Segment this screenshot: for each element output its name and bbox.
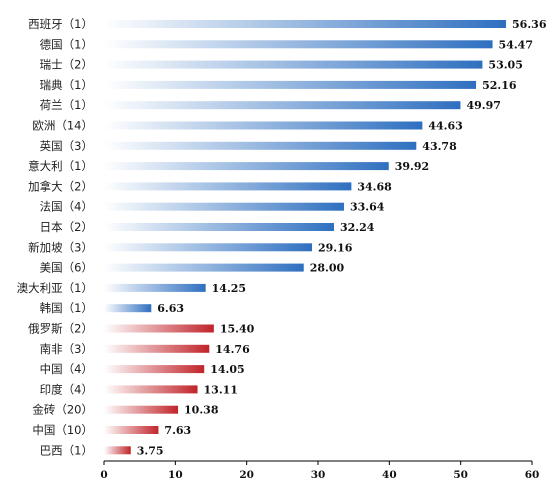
x-axis: 0 10 20 30 40 50 60 [100,460,540,481]
value-label-15: 15.40 [220,323,255,336]
bar-10 [104,223,334,231]
category-label-9: 法国（4） [40,200,93,214]
bars-layer [104,20,507,455]
bar-14 [104,304,152,313]
value-label-2: 53.05 [488,59,522,72]
category-label-10: 日本（2） [40,220,93,234]
bar-13 [104,283,206,292]
value-label-16: 14.76 [215,343,250,356]
category-labels: 西班牙（1） 德国（1） 瑞士（2） 瑞典（1） 荷兰（1） 欧洲（14） 英国（3） 意大利… [17,17,93,457]
value-label-17: 14.05 [210,363,244,376]
category-label-21: 巴西（1） [40,443,93,457]
bar-11 [104,243,313,252]
value-labels: 56.36 54.47 53.05 52.16 49.97 44.63 43.78 39.92… [137,18,547,457]
x-tick-label-3: 30 [311,469,326,481]
category-label-7: 意大利（1） [28,159,93,173]
value-label-20: 7.63 [164,424,191,437]
bar-18 [104,385,198,394]
bar-8 [104,182,352,191]
bar-6 [104,141,417,150]
value-label-0: 56.36 [512,18,547,31]
category-label-11: 新加坡（3） [28,240,93,254]
x-tick-label-0: 0 [100,469,107,481]
value-label-10: 32.24 [340,221,375,234]
value-label-13: 14.25 [212,282,246,295]
bar-12 [104,263,304,272]
value-label-5: 44.63 [428,120,462,133]
value-label-8: 34.68 [357,180,392,193]
bar-9 [104,202,344,211]
bar-7 [104,162,389,171]
value-label-6: 43.78 [422,140,457,153]
category-label-14: 韩国（1） [40,301,93,315]
bar-2 [104,60,483,69]
category-label-18: 印度（4） [40,382,93,396]
category-label-20: 中国（10） [32,423,93,437]
value-label-1: 54.47 [499,38,533,51]
category-label-19: 金砖（20） [32,403,93,417]
value-label-12: 28.00 [310,262,345,275]
category-label-16: 南非（3） [40,342,93,356]
value-label-21: 3.75 [137,444,164,457]
category-label-13: 澳大利亚（1） [17,281,93,295]
bar-0 [104,20,507,28]
value-label-19: 10.38 [184,404,219,417]
category-label-3: 瑞典（1） [40,78,93,92]
value-label-3: 52.16 [482,79,517,92]
value-label-14: 6.63 [157,302,184,315]
x-tick-label-6: 60 [525,469,540,481]
value-label-9: 33.64 [350,201,385,214]
value-label-18: 13.11 [204,383,238,396]
category-label-17: 中国（4） [40,362,93,376]
x-tick-label-4: 40 [382,469,397,481]
value-label-7: 39.92 [395,160,429,173]
bar-17 [104,365,205,374]
category-label-2: 瑞士（2） [40,58,93,72]
x-tick-label-5: 50 [453,469,468,481]
category-label-12: 美国（6） [40,261,93,275]
value-label-11: 29.16 [318,241,353,254]
category-label-0: 西班牙（1） [28,17,93,31]
bar-5 [104,121,423,130]
bar-3 [104,80,477,89]
x-tick-label-2: 20 [239,469,254,481]
category-label-5: 欧洲（14） [32,119,93,133]
bar-15 [104,324,214,333]
x-tick-label-1: 10 [168,469,183,481]
bar-20 [104,426,159,434]
bar-4 [104,101,461,110]
bar-19 [104,405,179,414]
category-label-4: 荷兰（1） [40,98,93,112]
category-label-15: 俄罗斯（2） [28,322,93,336]
category-label-8: 加拿大（2） [28,179,93,193]
bar-16 [104,344,210,353]
value-label-4: 49.97 [466,99,500,112]
bar-1 [104,40,493,49]
bar-21 [104,446,131,455]
category-label-1: 德国（1） [40,37,93,51]
category-label-6: 英国（3） [40,139,93,153]
